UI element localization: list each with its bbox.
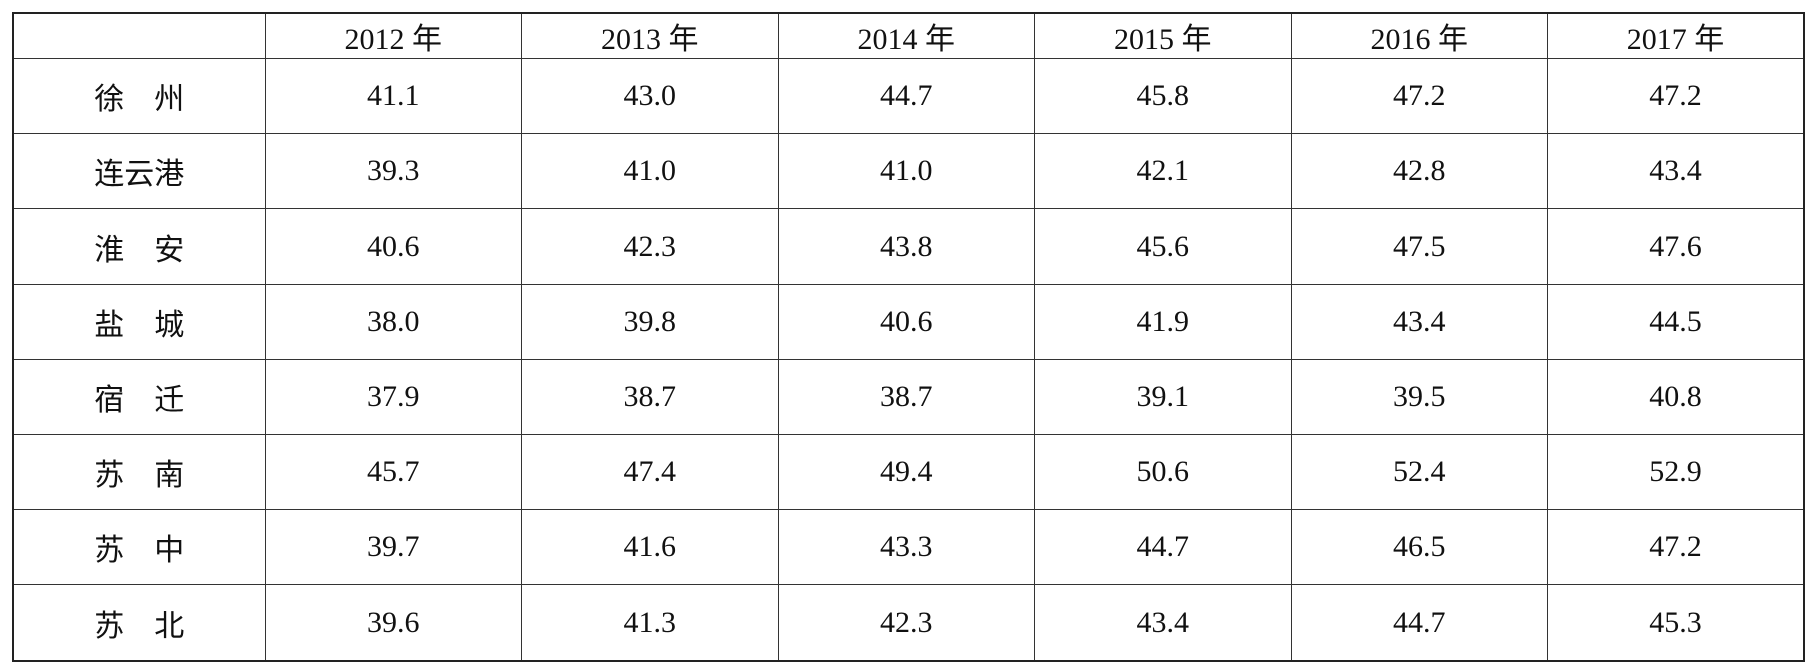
- corner-cell: [12, 12, 266, 59]
- cell-value: 47.2: [1290, 57, 1548, 135]
- cell-value: 39.3: [264, 133, 522, 210]
- cell-value: 42.3: [521, 208, 779, 285]
- cell-value: 44.7: [777, 57, 1035, 135]
- column-header: 2013 年: [521, 12, 779, 59]
- column-header: 2014 年: [777, 12, 1035, 59]
- row-label: 连云港: [12, 133, 266, 210]
- row-label: 盐 城: [12, 283, 266, 360]
- cell-value: 47.2: [1547, 57, 1805, 135]
- cell-value: 39.1: [1034, 358, 1292, 436]
- cell-value: 45.6: [1034, 208, 1292, 285]
- cell-value: 49.4: [777, 434, 1035, 511]
- row-label: 苏 南: [12, 434, 266, 511]
- data-table: 2012 年 2013 年 2014 年 2015 年 2016 年 2017 年 徐 州…: [12, 12, 1805, 662]
- table-row: 徐 州 41.1 43.0 44.7 45.8 47.2 47.2: [12, 57, 1805, 135]
- row-label: 宿 迁: [12, 358, 266, 436]
- cell-value: 37.9: [264, 358, 522, 436]
- cell-value: 44.7: [1034, 509, 1292, 586]
- cell-value: 42.1: [1034, 133, 1292, 210]
- cell-value: 38.0: [264, 283, 522, 360]
- cell-value: 43.0: [521, 57, 779, 135]
- table-row: 连云港 39.3 41.0 41.0 42.1 42.8 43.4: [12, 133, 1805, 210]
- cell-value: 46.5: [1290, 509, 1548, 586]
- column-header: 2017 年: [1547, 12, 1805, 59]
- cell-value: 45.8: [1034, 57, 1292, 135]
- table-row: 淮 安 40.6 42.3 43.8 45.6 47.5 47.6: [12, 208, 1805, 285]
- table-body: 徐 州 41.1 43.0 44.7 45.8 47.2 47.2 连云港 39.3 41.0 41…: [12, 57, 1805, 662]
- cell-value: 43.4: [1290, 283, 1548, 360]
- cell-value: 42.8: [1290, 133, 1548, 210]
- table-row: 苏 北 39.6 41.3 42.3 43.4 44.7 45.3: [12, 584, 1805, 662]
- cell-value: 47.2: [1547, 509, 1805, 586]
- cell-value: 40.6: [777, 283, 1035, 360]
- cell-value: 45.7: [264, 434, 522, 511]
- cell-value: 44.7: [1290, 584, 1548, 662]
- cell-value: 41.9: [1034, 283, 1292, 360]
- table-row: 盐 城 38.0 39.8 40.6 41.9 43.4 44.5: [12, 283, 1805, 360]
- cell-value: 47.6: [1547, 208, 1805, 285]
- header-row: 2012 年 2013 年 2014 年 2015 年 2016 年 2017 年: [12, 12, 1805, 59]
- cell-value: 47.4: [521, 434, 779, 511]
- cell-value: 45.3: [1547, 584, 1805, 662]
- cell-value: 39.7: [264, 509, 522, 586]
- cell-value: 50.6: [1034, 434, 1292, 511]
- cell-value: 39.5: [1290, 358, 1548, 436]
- column-header: 2012 年: [264, 12, 522, 59]
- table-row: 宿 迁 37.9 38.7 38.7 39.1 39.5 40.8: [12, 358, 1805, 436]
- cell-value: 38.7: [521, 358, 779, 436]
- cell-value: 52.4: [1290, 434, 1548, 511]
- table-row: 苏 中 39.7 41.6 43.3 44.7 46.5 47.2: [12, 509, 1805, 586]
- row-label: 苏 中: [12, 509, 266, 586]
- cell-value: 43.8: [777, 208, 1035, 285]
- cell-value: 44.5: [1547, 283, 1805, 360]
- cell-value: 40.6: [264, 208, 522, 285]
- row-label: 苏 北: [12, 584, 266, 662]
- cell-value: 41.6: [521, 509, 779, 586]
- column-header: 2015 年: [1034, 12, 1292, 59]
- cell-value: 43.4: [1547, 133, 1805, 210]
- cell-value: 41.0: [521, 133, 779, 210]
- cell-value: 42.3: [777, 584, 1035, 662]
- cell-value: 41.0: [777, 133, 1035, 210]
- cell-value: 38.7: [777, 358, 1035, 436]
- cell-value: 43.3: [777, 509, 1035, 586]
- column-header: 2016 年: [1290, 12, 1548, 59]
- cell-value: 41.3: [521, 584, 779, 662]
- cell-value: 52.9: [1547, 434, 1805, 511]
- row-label: 淮 安: [12, 208, 266, 285]
- cell-value: 39.6: [264, 584, 522, 662]
- cell-value: 39.8: [521, 283, 779, 360]
- cell-value: 41.1: [264, 57, 522, 135]
- cell-value: 43.4: [1034, 584, 1292, 662]
- row-label: 徐 州: [12, 57, 266, 135]
- cell-value: 40.8: [1547, 358, 1805, 436]
- cell-value: 47.5: [1290, 208, 1548, 285]
- table-row: 苏 南 45.7 47.4 49.4 50.6 52.4 52.9: [12, 434, 1805, 511]
